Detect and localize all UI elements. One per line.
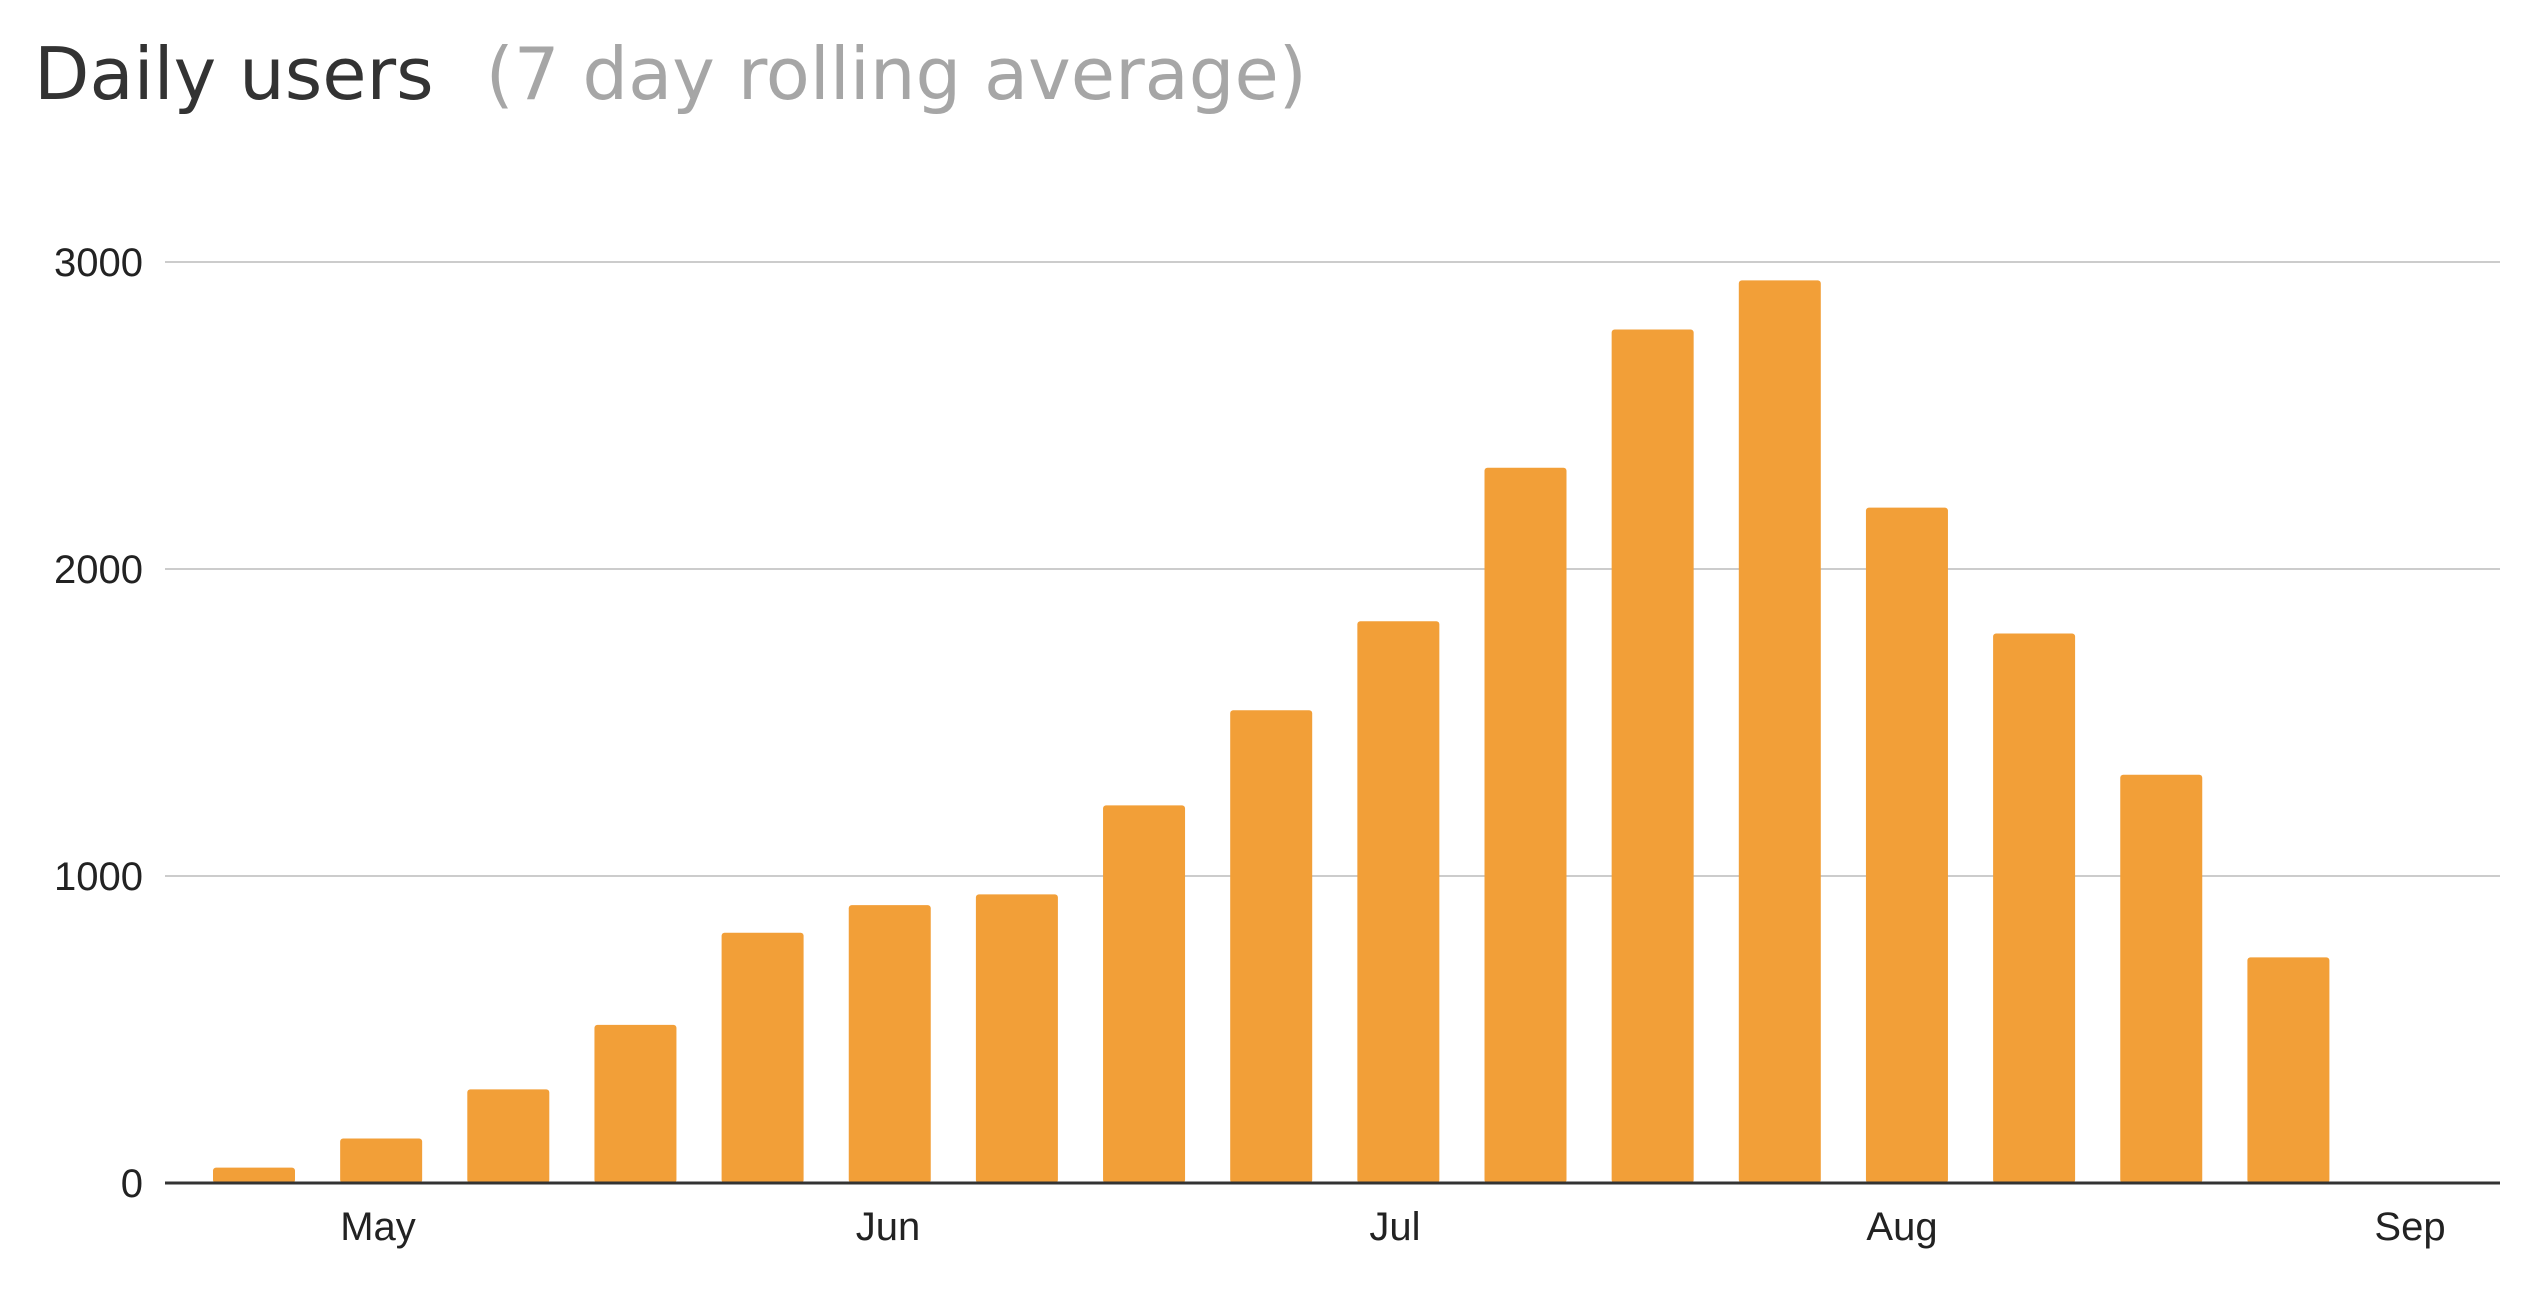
bar (975, 894, 1058, 1183)
y-tick-label: 0 (121, 1162, 143, 1206)
x-tick-label: Jun (856, 1205, 921, 1249)
bar (1865, 507, 1948, 1184)
chart-title-row: Daily users (7 day rolling average) (34, 24, 1307, 124)
bar (848, 905, 931, 1183)
bar (1357, 621, 1440, 1183)
bar (1484, 467, 1567, 1183)
bar (721, 932, 804, 1183)
x-tick-label: Aug (1866, 1205, 1937, 1249)
chart-subtitle: (7 day rolling average) (485, 32, 1307, 116)
y-tick-label: 2000 (54, 548, 143, 592)
bar (1230, 710, 1313, 1183)
x-tick-label: May (340, 1205, 416, 1249)
bar (1103, 805, 1186, 1183)
x-tick-label: Jul (1369, 1205, 1420, 1249)
bars (213, 280, 2330, 1184)
x-axis-tick-labels: May Jun Jul Aug Sep (340, 1205, 2445, 1249)
bar (1993, 633, 2076, 1183)
y-tick-label: 3000 (54, 241, 143, 285)
y-tick-label: 1000 (54, 855, 143, 899)
bar (594, 1024, 677, 1183)
bar (213, 1167, 295, 1183)
bar (1611, 329, 1694, 1183)
bar (2120, 774, 2203, 1183)
bar (467, 1089, 550, 1183)
bar (2247, 957, 2330, 1183)
bar (340, 1138, 423, 1183)
chart-title: Daily users (34, 32, 434, 116)
bar (1738, 280, 1821, 1183)
x-tick-label: Sep (2374, 1205, 2445, 1249)
y-axis-tick-labels: 0 1000 2000 3000 (54, 241, 143, 1206)
gridlines (165, 261, 2500, 877)
